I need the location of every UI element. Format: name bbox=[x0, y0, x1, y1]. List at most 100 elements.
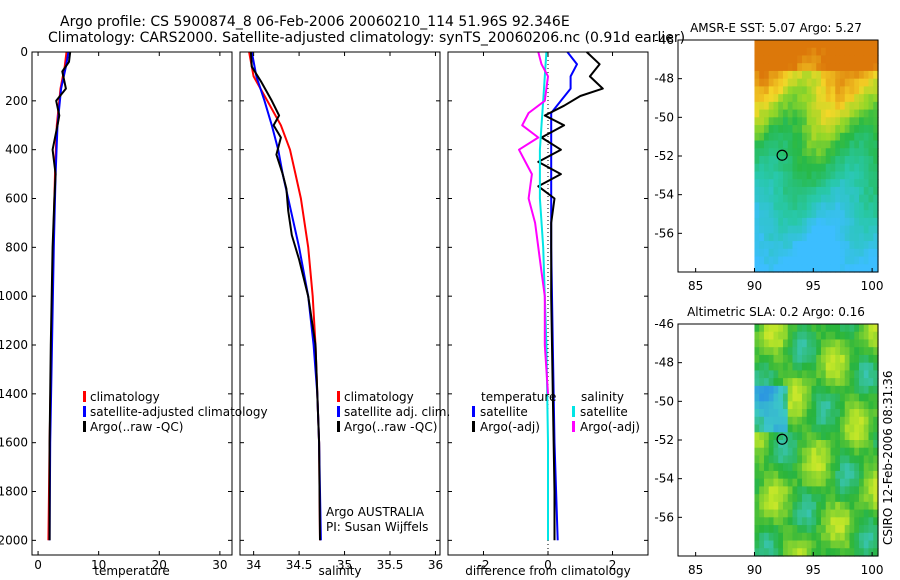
sst-heat-cell bbox=[868, 225, 874, 234]
sst-heat-cell bbox=[806, 63, 813, 72]
sla-heat-cell bbox=[859, 324, 865, 333]
legend-swatch-sal-satellite bbox=[572, 406, 575, 417]
sla-heat-cell bbox=[873, 494, 879, 503]
sla-heat-cell bbox=[792, 401, 798, 410]
sst-heat-cell bbox=[873, 94, 879, 103]
sst-heat-cell bbox=[797, 179, 803, 188]
sla-heat-cell bbox=[868, 470, 874, 480]
sla-heat-cell bbox=[782, 347, 789, 356]
sla-heat-cell bbox=[754, 339, 760, 348]
sst-heat-cell bbox=[830, 186, 836, 196]
sla-heat-cell bbox=[830, 486, 836, 495]
sla-heat-cell bbox=[816, 378, 822, 387]
sst-heat-cell bbox=[754, 264, 760, 273]
y-tick-label: 800 bbox=[5, 240, 28, 254]
sla-heat-cell bbox=[816, 509, 822, 518]
sst-heat-cell bbox=[820, 63, 827, 72]
sst-heat-cell bbox=[797, 132, 803, 142]
sla-heat-cell bbox=[797, 455, 803, 464]
sla-heat-cell bbox=[782, 447, 789, 457]
sst-heat-cell bbox=[825, 148, 832, 157]
sla-heat-cell bbox=[778, 455, 784, 464]
sla-heat-cell bbox=[782, 393, 789, 402]
sst-heat-cell bbox=[825, 217, 832, 227]
sst-heat-cell bbox=[763, 256, 770, 265]
sla-heat-cell bbox=[830, 424, 836, 433]
sla-heat-cell bbox=[754, 432, 760, 441]
sst-heat-cell bbox=[816, 70, 822, 80]
sla-heat-cell bbox=[754, 509, 760, 518]
sst-heat-cell bbox=[811, 55, 817, 64]
sst-heat-cell bbox=[792, 202, 798, 211]
salinity-panel: 34 34.5 35 35.5 36 salinity climatology sate… bbox=[239, 51, 450, 578]
sst-heat-cell bbox=[782, 179, 789, 188]
sla-heat-cell bbox=[801, 548, 808, 557]
sst-heat-cell bbox=[863, 233, 870, 242]
sla-heat-cell bbox=[873, 354, 879, 364]
sst-heat-cell bbox=[863, 63, 870, 72]
sla-heat-cell bbox=[782, 470, 789, 480]
sla-heat-cell bbox=[849, 432, 855, 441]
sst-heat-cell bbox=[868, 117, 874, 126]
sst-heat-cell bbox=[863, 256, 870, 265]
sla-heat-cell bbox=[773, 432, 779, 441]
sst-heat-cell bbox=[835, 125, 841, 134]
sla-heat-cell bbox=[873, 378, 879, 387]
sla-heat-cell bbox=[811, 362, 817, 371]
sst-heat-cell bbox=[792, 55, 798, 64]
sst-heat-cell bbox=[759, 47, 765, 57]
y-tick-label: -52 bbox=[654, 149, 674, 163]
sst-heat-cell bbox=[820, 163, 827, 173]
sst-heat-cell bbox=[859, 233, 865, 242]
sst-heat-cell bbox=[763, 125, 770, 134]
sst-heat-cell bbox=[820, 101, 827, 111]
sla-heat-cell bbox=[863, 362, 870, 371]
sst-heat-cell bbox=[835, 40, 841, 49]
sst-heat-cell bbox=[792, 78, 798, 87]
sla-heat-cell bbox=[868, 424, 874, 433]
sla-heat-cell bbox=[778, 540, 784, 549]
sla-heat-cell bbox=[763, 517, 770, 526]
sla-heat-cell bbox=[759, 331, 765, 341]
sst-heat-cell bbox=[839, 202, 846, 211]
sla-heat-cell bbox=[825, 370, 832, 379]
sst-heat-cell bbox=[854, 86, 860, 95]
sst-heat-cell bbox=[811, 125, 817, 134]
sst-heat-cell bbox=[792, 241, 798, 250]
sst-heat-cell bbox=[820, 40, 827, 49]
sla-heat-cell bbox=[773, 548, 779, 557]
sst-heat-cell bbox=[863, 264, 870, 273]
sla-heat-cell bbox=[763, 470, 770, 480]
sst-heat-cell bbox=[773, 156, 779, 165]
sla-heat-cell bbox=[839, 447, 846, 457]
sst-heat-cell bbox=[863, 109, 870, 118]
sla-heat-cell bbox=[778, 494, 784, 503]
sla-heat-cell bbox=[759, 393, 765, 402]
sst-heat-cell bbox=[825, 163, 832, 173]
y-tick-label: 1000 bbox=[0, 289, 28, 303]
sst-heat-cell bbox=[844, 140, 851, 149]
sla-heat-cell bbox=[854, 331, 860, 341]
sla-heat-cell bbox=[754, 494, 760, 503]
sla-heat-cell bbox=[801, 409, 808, 418]
sla-heat-cell bbox=[839, 370, 846, 379]
sla-heat-cell bbox=[859, 409, 865, 418]
sst-heat-cell bbox=[816, 186, 822, 196]
sla-heat-cell bbox=[754, 463, 760, 472]
sla-heat-cell bbox=[835, 339, 841, 348]
sst-heat-cell bbox=[825, 63, 832, 72]
sst-heat-cell bbox=[844, 241, 851, 250]
sla-heat-cell bbox=[859, 447, 865, 457]
sst-heat-cell bbox=[754, 210, 760, 219]
sst-heat-cell bbox=[797, 109, 803, 118]
sla-map-panel: Altimetric SLA: 0.2 Argo: 0.16 85 90 95 100… bbox=[654, 305, 883, 577]
sst-heat-cell bbox=[797, 78, 803, 87]
sst-heat-cell bbox=[782, 163, 789, 173]
sst-heat-cell bbox=[873, 78, 879, 87]
sst-heat-cell bbox=[854, 40, 860, 49]
sst-heat-cell bbox=[839, 256, 846, 265]
sla-heat-cell bbox=[792, 432, 798, 441]
sst-heat-cell bbox=[754, 186, 760, 196]
sst-heat-cell bbox=[849, 217, 855, 227]
sst-heat-cell bbox=[839, 70, 846, 80]
